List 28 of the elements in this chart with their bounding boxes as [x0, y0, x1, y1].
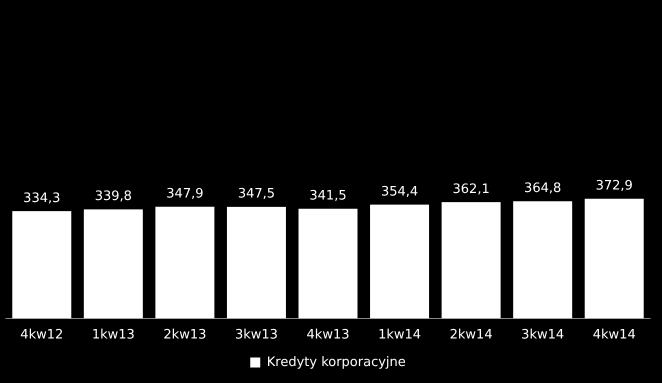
data-label: 334,3: [23, 190, 60, 206]
x-tick-label: 4kw14: [592, 328, 636, 343]
x-tick-label: 1kw13: [92, 328, 135, 343]
x-tick-label: 4kw13: [306, 328, 350, 343]
bar: [584, 198, 644, 318]
x-tick-label: 3kw13: [234, 328, 278, 343]
x-tick-label: 2kw13: [163, 328, 206, 343]
x-tick-label: 4kw12: [20, 328, 64, 343]
x-tick-label: 1kw14: [378, 328, 422, 343]
data-label: 372,9: [596, 178, 633, 194]
data-label: 362,1: [452, 182, 490, 198]
bar: [155, 206, 214, 318]
legend-label: Kredyty korporacyjne: [266, 354, 406, 370]
bar: [84, 209, 143, 318]
data-label: 341,5: [309, 188, 347, 204]
data-label: 364,8: [524, 181, 562, 196]
bar: [226, 206, 286, 318]
bar: [12, 211, 72, 318]
x-tick-label: 3kw14: [521, 328, 564, 343]
data-label: 347,5: [238, 186, 276, 202]
bar: [442, 202, 501, 318]
bar: [513, 201, 572, 318]
data-label: 347,9: [166, 186, 204, 202]
data-label: 339,8: [94, 189, 132, 204]
bar: [298, 208, 358, 318]
bar: [370, 204, 430, 318]
x-tick-label: 2kw14: [450, 328, 493, 343]
data-label: 354,4: [380, 184, 418, 200]
